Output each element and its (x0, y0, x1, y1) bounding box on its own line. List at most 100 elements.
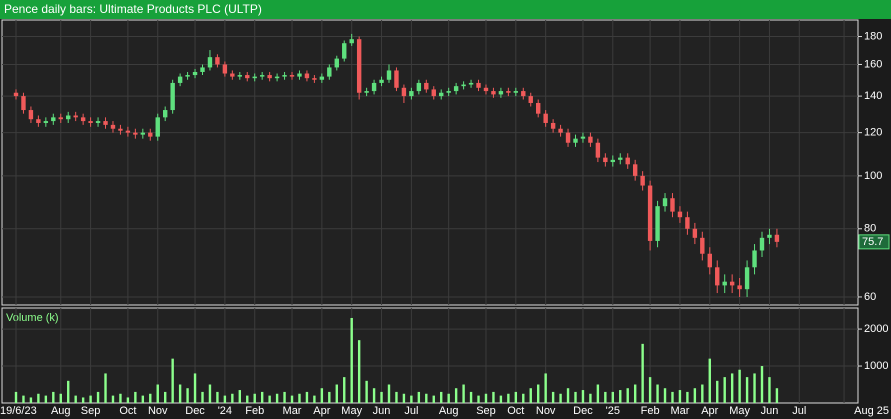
candle-body (439, 92, 444, 97)
volume-bar (305, 391, 309, 403)
candle-body (588, 136, 593, 143)
volume-bar (81, 397, 85, 403)
volume-bar (745, 377, 749, 403)
volume-bar (701, 384, 704, 403)
candle-body (349, 39, 354, 44)
volume-bar (208, 384, 212, 403)
candle-body (66, 115, 71, 120)
x-tick-label: Aug (51, 405, 71, 417)
volume-bar (357, 340, 361, 403)
candle-body (21, 96, 26, 111)
volume-bar (566, 388, 570, 403)
x-tick-label: '25 (606, 405, 620, 417)
volume-bar (22, 395, 25, 403)
candle-body (118, 128, 123, 131)
candle-body (647, 185, 653, 241)
y-tick-label: 1000 (864, 360, 888, 372)
candle-body (506, 91, 511, 93)
volume-bar (96, 391, 100, 403)
volume-bar (648, 377, 652, 403)
candle-body (342, 43, 347, 59)
x-tick-label: Apr (701, 405, 718, 417)
candle-body (259, 75, 265, 77)
x-tick-label: Jul (792, 405, 806, 417)
volume-bar (320, 388, 324, 403)
volume-bar (611, 391, 614, 403)
candle-body (386, 70, 392, 80)
candle-body (543, 113, 548, 123)
volume-bar (119, 393, 122, 403)
volume-bar (708, 358, 711, 403)
volume-bar (253, 393, 256, 403)
candle-body (774, 234, 780, 242)
x-tick-label: Sep (476, 405, 496, 417)
candle-body (632, 164, 638, 176)
candle-body (13, 92, 19, 97)
volume-bar (126, 397, 130, 403)
volume-bar (686, 391, 689, 403)
candle-body (304, 73, 310, 79)
candle-body (528, 96, 533, 103)
volume-bar (141, 395, 145, 403)
volume-bar (387, 384, 391, 403)
candle-body (409, 91, 414, 97)
volume-bar (156, 384, 159, 403)
candle-body (431, 89, 436, 97)
x-tick-label: Oct (507, 405, 524, 417)
volume-bar (178, 384, 182, 403)
candle-body (677, 211, 683, 218)
candle-body (453, 86, 459, 92)
volume-bar (328, 391, 331, 403)
candle-body (125, 130, 131, 133)
volume-bar (551, 391, 555, 403)
volume-bar (522, 393, 525, 403)
candle-body (580, 136, 586, 139)
volume-bar (574, 391, 577, 403)
volume-bar (559, 393, 562, 403)
candle-body (177, 76, 183, 83)
candle-body (670, 198, 675, 212)
volume-bar (134, 391, 137, 403)
candle-body (424, 82, 429, 90)
candle-body (237, 75, 242, 77)
volume-bar (477, 395, 480, 403)
volume-bar (350, 317, 353, 403)
candle-body (558, 128, 563, 133)
candle-body (379, 79, 384, 83)
x-tick-label: '24 (218, 405, 232, 417)
volume-bar (581, 390, 585, 403)
last-price-tag (858, 234, 890, 250)
volume-bar (738, 369, 741, 403)
volume-bar (164, 391, 167, 403)
price-panel (1, 19, 859, 306)
candle-body (729, 281, 735, 286)
candle-body (759, 237, 765, 251)
volume-bar (149, 393, 152, 403)
candle-body (207, 57, 213, 68)
candle-body (267, 75, 272, 79)
candle-body (148, 132, 153, 137)
x-tick-label: Jul (404, 405, 418, 417)
candle-body (274, 76, 280, 79)
candle-body (371, 82, 377, 92)
candle-body (73, 115, 78, 118)
x-tick-label: 19/6/23 (0, 405, 37, 417)
candle-body (707, 253, 712, 268)
candle-body (491, 91, 496, 95)
candle-body (483, 87, 489, 92)
volume-bar (469, 391, 473, 403)
y-tick-label: 80 (864, 223, 876, 235)
candle-body (536, 102, 541, 114)
volume-bar (425, 393, 428, 403)
candle-body (319, 76, 325, 80)
x-tick-label: Aug (439, 405, 459, 417)
candle-body (155, 117, 160, 137)
candle-body (327, 67, 332, 77)
x-tick-label: Mar (283, 405, 302, 417)
volume-bar (335, 384, 338, 403)
candle-body (51, 117, 56, 122)
volume-bar (365, 380, 368, 403)
volume-bar (14, 391, 18, 403)
